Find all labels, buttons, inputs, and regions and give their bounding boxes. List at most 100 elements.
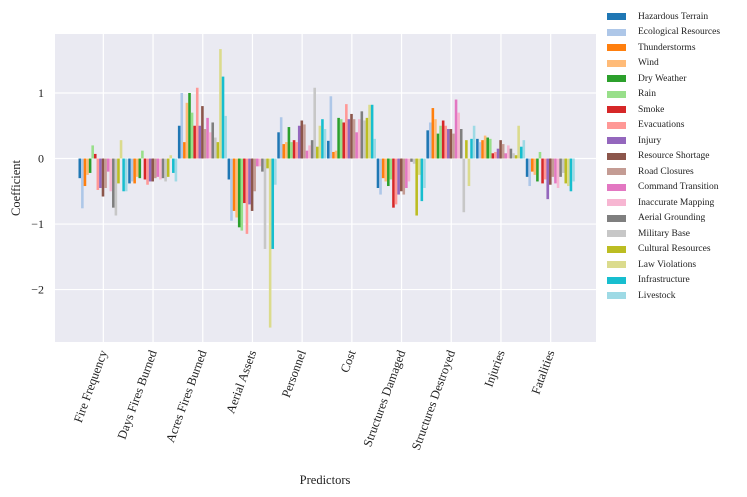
legend-label: Inaccurate Mapping [638,197,715,208]
bar [379,158,382,195]
bar [227,158,231,180]
x-tick-label: Acres Fires Burned [163,348,210,445]
bar [519,146,523,159]
legend-item: Cultural Resources [607,242,720,258]
legend-label: Military Base [638,228,690,239]
bar [569,158,573,192]
legend-item: Law Violations [607,257,720,273]
bar [124,158,128,192]
legend-swatch [607,183,626,191]
bar [221,76,225,159]
bar [274,158,277,185]
bar [128,158,131,184]
bar [499,140,502,159]
bar [389,158,393,180]
bar [177,125,181,159]
bar [373,138,376,159]
bar [112,158,115,208]
bar [313,87,316,159]
legend-swatch [607,106,626,114]
x-tick-labels: Fire Frequency Days Fires Burned Acres Fir… [71,348,558,452]
legend-item: Inaccurate Mapping [607,195,720,211]
bar [428,122,432,159]
bar [143,158,147,180]
bar [277,132,280,159]
bar-series [78,49,575,328]
bar [350,113,353,159]
y-tick-label: −1 [31,217,44,231]
bar [352,119,356,159]
bar [201,106,204,159]
bar [559,158,562,177]
bar [530,158,534,172]
bar [376,158,380,188]
bar [156,158,160,177]
legend-label: Hazardous Terrain [638,11,709,22]
bar [282,144,286,159]
bar [279,117,283,159]
y-tick-label: −2 [31,283,44,297]
y-tick-labels: −2 −1 0 1 [31,86,44,297]
bar [501,144,505,159]
bar [528,158,531,187]
bar [106,158,110,172]
bar [525,158,529,177]
bar [300,120,304,159]
bar [342,122,346,159]
bar [214,137,217,159]
x-tick-label: Aerial Assets [223,348,259,415]
legend-label: Livestock [638,290,676,301]
x-tick-label: Injuries [482,348,508,389]
bar [261,158,264,172]
bar [472,125,476,159]
bar [327,140,330,159]
bar [310,140,314,159]
x-tick-label: Structures Damaged [360,348,408,449]
bar [329,96,333,159]
bar [345,104,348,159]
bar [78,158,82,179]
bar [541,158,544,184]
bar [481,140,484,159]
bar [405,158,408,188]
bar [387,158,390,187]
bar [135,158,139,177]
bar [255,158,259,167]
bar [436,133,440,159]
bar [305,150,309,159]
legend-item: Livestock [607,288,720,304]
bar [567,158,570,187]
bar [133,158,136,184]
legend-label: Command Transition [638,182,719,193]
bar [153,158,157,179]
bar [268,158,272,328]
bar [412,158,416,164]
bar [410,158,413,162]
bar [250,158,254,211]
legend-label: Ecological Resources [638,27,721,38]
legend-swatch [607,276,626,284]
bar [536,158,539,182]
bar [235,158,238,218]
legend-item: Hazardous Terrain [607,9,720,25]
legend-swatch [607,44,626,52]
bar [439,125,442,159]
bar [470,138,473,159]
bar [287,127,291,159]
bar [308,145,311,159]
legend-label: Resource Shortage [638,151,710,162]
legend-swatch [607,137,626,145]
bar [271,158,275,249]
bar [394,158,398,205]
bar [86,158,89,175]
bar [543,158,547,180]
bar [365,117,369,159]
bar [183,142,186,159]
bar [323,129,327,159]
x-tick-label: Cost [338,348,359,375]
legend-swatch [607,245,626,253]
legend-label: Infrastructure [638,275,690,286]
bar [399,158,403,192]
legend-item: Command Transition [607,180,720,196]
